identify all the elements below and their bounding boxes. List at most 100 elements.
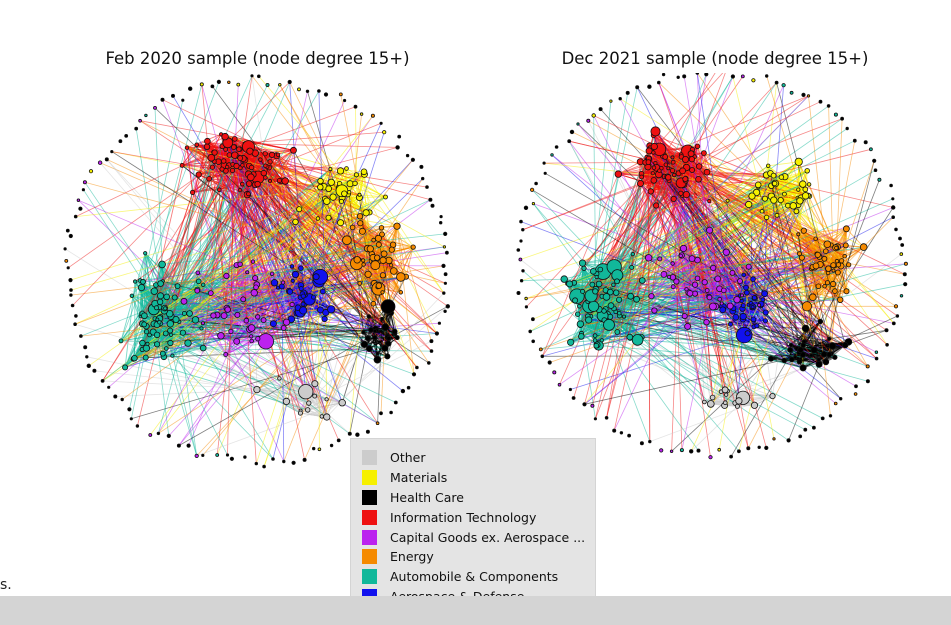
network-node bbox=[292, 218, 299, 226]
network-edge bbox=[388, 305, 448, 339]
network-node bbox=[237, 187, 243, 193]
network-edge bbox=[234, 138, 294, 151]
network-edge bbox=[134, 84, 281, 359]
network-node bbox=[267, 178, 272, 183]
network-node bbox=[379, 256, 387, 264]
network-node bbox=[246, 147, 254, 155]
network-node bbox=[135, 424, 140, 428]
network-node bbox=[250, 259, 256, 264]
network-node bbox=[140, 278, 146, 285]
network-node bbox=[262, 464, 266, 469]
network-node bbox=[176, 443, 181, 448]
network-node bbox=[253, 385, 261, 394]
network-node bbox=[240, 163, 245, 168]
network-node bbox=[400, 388, 406, 394]
network-node bbox=[384, 353, 391, 360]
network-node bbox=[393, 222, 401, 230]
network-node bbox=[337, 219, 345, 227]
network-edge bbox=[291, 199, 431, 305]
network-node bbox=[253, 284, 259, 291]
network-node bbox=[317, 89, 321, 93]
network-node bbox=[360, 340, 368, 348]
network-node bbox=[357, 220, 364, 227]
network-node bbox=[353, 172, 359, 178]
network-node bbox=[254, 461, 258, 466]
network-node bbox=[245, 180, 253, 187]
network-node bbox=[372, 328, 378, 334]
network-node bbox=[267, 159, 273, 165]
network-edge bbox=[202, 298, 244, 324]
network-node bbox=[118, 139, 123, 144]
network-node bbox=[245, 270, 250, 275]
network-node bbox=[429, 339, 434, 344]
network-node bbox=[439, 220, 443, 225]
network-node bbox=[206, 176, 212, 182]
network-edge bbox=[165, 212, 370, 334]
network-edge bbox=[226, 166, 445, 294]
network-node bbox=[228, 328, 234, 334]
network-node bbox=[250, 74, 254, 78]
network-node bbox=[83, 345, 88, 350]
network-node bbox=[312, 393, 318, 399]
network-node bbox=[442, 245, 446, 249]
network-node bbox=[290, 146, 297, 154]
network-node bbox=[355, 432, 360, 437]
network-node bbox=[269, 271, 275, 276]
network-edge bbox=[172, 355, 274, 460]
network-node bbox=[275, 152, 281, 157]
network-edge bbox=[212, 86, 396, 332]
network-edge bbox=[196, 402, 343, 457]
network-node bbox=[375, 351, 380, 356]
network-edge bbox=[135, 128, 166, 309]
network-node bbox=[317, 183, 324, 191]
network-node bbox=[347, 431, 352, 436]
network-node bbox=[300, 293, 306, 299]
network-node bbox=[441, 263, 446, 268]
network-node bbox=[107, 385, 111, 389]
network-node bbox=[397, 134, 402, 139]
network-node bbox=[157, 280, 164, 287]
network-node bbox=[199, 82, 204, 87]
network-node bbox=[260, 169, 267, 177]
network-node bbox=[166, 320, 174, 328]
network-node bbox=[281, 177, 289, 185]
network-edge bbox=[156, 296, 314, 326]
network-edge bbox=[142, 84, 203, 314]
network-node bbox=[323, 92, 329, 97]
network-node bbox=[382, 130, 387, 135]
network-node bbox=[361, 258, 366, 263]
network-edge bbox=[245, 143, 398, 148]
network-node bbox=[329, 193, 337, 201]
network-node bbox=[426, 361, 431, 365]
network-node bbox=[252, 275, 259, 282]
network-edge bbox=[340, 94, 371, 249]
network-edge bbox=[345, 191, 445, 248]
network-edge bbox=[768, 161, 799, 167]
network-node bbox=[443, 281, 447, 285]
network-node bbox=[258, 157, 263, 162]
network-node bbox=[393, 400, 398, 405]
network-node bbox=[323, 413, 331, 421]
network-edge bbox=[289, 81, 304, 294]
network-edge bbox=[250, 91, 308, 337]
network-node bbox=[174, 283, 181, 290]
network-node bbox=[110, 150, 114, 154]
network-node bbox=[224, 306, 231, 313]
network-node bbox=[379, 121, 383, 125]
network-node bbox=[155, 317, 160, 322]
network-edge bbox=[170, 168, 331, 344]
network-node bbox=[148, 433, 153, 437]
network-node bbox=[381, 323, 390, 331]
network-node bbox=[385, 340, 392, 347]
network-node bbox=[144, 329, 150, 335]
network-edge bbox=[263, 222, 341, 467]
network-node bbox=[120, 397, 124, 402]
network-edge bbox=[251, 190, 343, 329]
network-node bbox=[437, 321, 441, 325]
network-node bbox=[302, 457, 307, 462]
network-edge bbox=[74, 215, 361, 325]
network-node bbox=[131, 355, 138, 362]
network-node bbox=[358, 227, 366, 235]
network-node bbox=[194, 288, 201, 294]
network-edge bbox=[174, 297, 386, 349]
